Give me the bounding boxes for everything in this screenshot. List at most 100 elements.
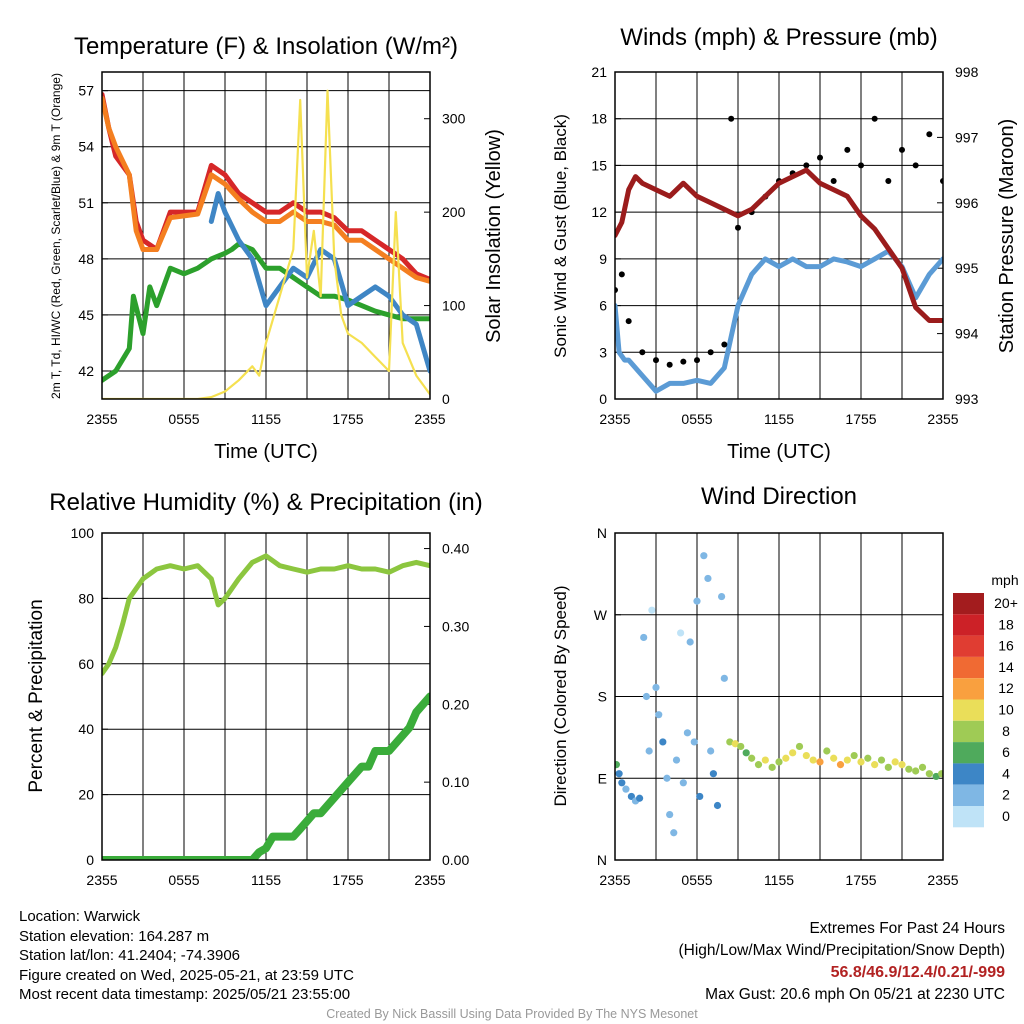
y-tick-label: 21 (591, 64, 607, 80)
direction-point (857, 758, 865, 766)
direction-point (652, 683, 660, 692)
y2-tick-label: 0.10 (442, 774, 469, 790)
extremes-title: Extremes For Past 24 Hours (809, 920, 1005, 937)
y-tick-label: 0 (599, 391, 607, 407)
y-tick-label: 12 (591, 204, 607, 220)
y-tick-label: 45 (78, 307, 94, 323)
colorbar-tick-label: 4 (1002, 765, 1010, 781)
gust-point (885, 178, 892, 184)
y2-tick-label: 996 (955, 195, 979, 211)
direction-point (836, 761, 845, 769)
colorbar-tick-label: 2 (1002, 787, 1010, 803)
direction-point (700, 552, 708, 560)
series-line-relative-humidity (102, 553, 430, 677)
colorbar-tick-label: 0 (1002, 808, 1010, 824)
colorbar-tick-label: 18 (998, 616, 1014, 632)
direction-point (645, 747, 653, 755)
colorbar-unit-label: mph (991, 572, 1018, 588)
x-tick-label: 1155 (251, 872, 281, 888)
figure-created: Figure created on Wed, 2025-05-21, at 23… (19, 966, 354, 984)
y2-axis-label: Solar Insolation (Yellow) (483, 129, 505, 343)
gust-point (694, 357, 700, 364)
colorbar-swatch (953, 806, 984, 828)
direction-point (877, 756, 886, 764)
x-tick-label: 1755 (332, 411, 363, 427)
direction-point (670, 829, 678, 837)
gust-point (844, 146, 851, 153)
y-tick-label: 80 (78, 590, 94, 606)
y-tick-label: 48 (78, 251, 94, 267)
gust-point (653, 357, 659, 364)
colorbar-swatch (953, 678, 984, 700)
direction-point (864, 754, 872, 762)
direction-point (843, 756, 851, 764)
colorbar-tick-label: 6 (1002, 744, 1010, 760)
y2-tick-label: 200 (442, 204, 466, 220)
y2-tick-label: 993 (955, 391, 979, 407)
gust-point (817, 154, 823, 161)
x-tick-label: 2355 (927, 872, 958, 888)
plot-frame (101, 71, 431, 400)
colorbar-tick-label: 16 (998, 638, 1014, 654)
colorbar-swatch (953, 699, 984, 721)
direction-point (795, 742, 804, 751)
colorbar-swatch (953, 742, 984, 764)
direction-point (642, 692, 651, 701)
gust-point (625, 318, 632, 325)
y-tick-label: W (594, 607, 608, 623)
direction-point (912, 767, 920, 775)
panel-4-title: Wind Direction (701, 483, 857, 510)
y-tick-label: 57 (78, 83, 94, 99)
y2-tick-label: 997 (955, 129, 979, 145)
station-latlon: Station lat/lon: 41.2404; -74.3906 (19, 947, 241, 965)
x-axis-label: Time (UTC) (214, 441, 318, 463)
direction-point (683, 729, 692, 737)
y-tick-label: 54 (78, 139, 94, 155)
gust-point (803, 162, 810, 169)
y2-tick-label: 998 (955, 64, 979, 80)
y-axis-label: 2m T, Td, HI/WC (Red, Green, Scarlet/Blu… (49, 73, 63, 399)
direction-point (802, 751, 810, 760)
x-tick-label: 0555 (681, 411, 712, 427)
y-tick-label: 3 (599, 344, 607, 360)
direction-point (636, 794, 644, 802)
direction-point (672, 756, 681, 764)
y2-axis-label: Station Pressure (Maroon) (996, 119, 1018, 354)
extremes-subtitle: (High/Low/Max Wind/Precipitation/Snow De… (678, 942, 1006, 959)
colorbar-tick-label: 14 (998, 659, 1014, 675)
recent-timestamp: Most recent data timestamp: 2025/05/21 2… (19, 986, 351, 1004)
direction-point (891, 758, 899, 766)
direction-point (731, 740, 739, 748)
plot-frame (614, 532, 944, 861)
max-gust: Max Gust: 20.6 mph On 05/21 at 2230 UTC (705, 986, 1005, 1003)
direction-point (816, 758, 824, 766)
direction-point (713, 801, 722, 810)
direction-point (720, 674, 728, 682)
colorbar-tick-label: 12 (998, 680, 1014, 696)
direction-point (615, 761, 620, 769)
y-axis-label: Sonic Wind & Gust (Blue, Black) (551, 114, 570, 358)
y2-tick-label: 0.20 (442, 696, 469, 712)
direction-point (809, 756, 817, 764)
direction-point (830, 754, 838, 762)
direction-point (707, 747, 715, 755)
gust-point (858, 162, 864, 169)
direction-point (696, 792, 704, 801)
y2-tick-label: 994 (955, 326, 979, 342)
colorbar-tick-label: 10 (998, 702, 1014, 718)
colorbar-swatch (953, 614, 984, 636)
y-tick-label: 42 (78, 363, 94, 379)
direction-point (704, 574, 712, 583)
y-tick-label: 60 (78, 656, 94, 672)
x-tick-label: 2355 (599, 411, 630, 427)
direction-point (871, 761, 879, 769)
gust-point (830, 178, 837, 184)
colorbar-swatch (953, 656, 984, 679)
series-line-sonic-wind (615, 248, 943, 394)
gust-point (728, 115, 735, 122)
gust-point (735, 224, 741, 231)
direction-point (648, 606, 656, 614)
series-line-9m-t (102, 95, 430, 284)
y2-tick-label: 995 (955, 260, 979, 276)
